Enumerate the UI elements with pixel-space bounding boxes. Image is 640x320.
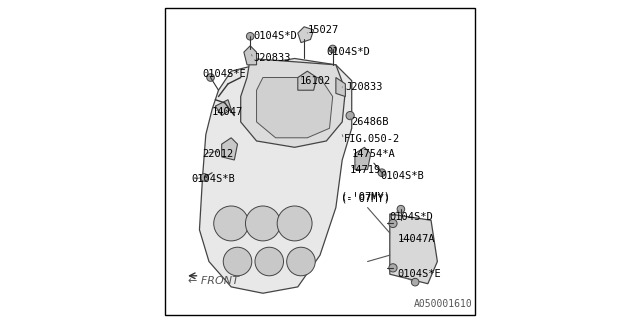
Circle shape: [277, 206, 312, 241]
Text: 0104S*B: 0104S*B: [191, 174, 236, 184]
Text: ← FRONT: ← FRONT: [188, 276, 239, 285]
Polygon shape: [298, 27, 314, 43]
Circle shape: [389, 264, 397, 272]
Text: J20833: J20833: [346, 82, 383, 92]
Polygon shape: [298, 71, 317, 90]
Circle shape: [346, 111, 355, 120]
Text: A050001610: A050001610: [413, 299, 472, 309]
Polygon shape: [215, 100, 231, 116]
Circle shape: [397, 205, 404, 213]
Text: 0104S*E: 0104S*E: [397, 269, 442, 279]
Circle shape: [287, 247, 316, 276]
Text: (-'07MY): (-'07MY): [340, 191, 390, 202]
Polygon shape: [355, 147, 371, 170]
Text: 14047: 14047: [212, 108, 243, 117]
Text: 0104S*B: 0104S*B: [380, 171, 424, 181]
Polygon shape: [221, 138, 237, 160]
Polygon shape: [257, 77, 333, 138]
Text: 0104S*E: 0104S*E: [203, 69, 246, 79]
Text: 14719: 14719: [350, 164, 381, 174]
Polygon shape: [336, 77, 346, 97]
Text: 0104S*D: 0104S*D: [253, 31, 297, 41]
Text: 0104S*D: 0104S*D: [326, 47, 370, 57]
Polygon shape: [241, 59, 346, 147]
Circle shape: [246, 206, 280, 241]
Polygon shape: [390, 214, 437, 284]
Circle shape: [329, 45, 337, 53]
Polygon shape: [200, 59, 352, 293]
Circle shape: [214, 206, 248, 241]
Circle shape: [412, 278, 419, 286]
Text: 16102: 16102: [300, 76, 331, 86]
Text: (-'07MY): (-'07MY): [340, 193, 390, 203]
Text: 0104S*D: 0104S*D: [390, 212, 433, 222]
Circle shape: [255, 247, 284, 276]
Circle shape: [389, 219, 397, 228]
Circle shape: [207, 74, 214, 81]
Text: 15027: 15027: [307, 25, 339, 35]
Text: 14754*A: 14754*A: [352, 149, 396, 159]
Circle shape: [200, 174, 208, 181]
Circle shape: [246, 32, 254, 40]
Circle shape: [223, 247, 252, 276]
Text: J20833: J20833: [253, 53, 291, 63]
Circle shape: [378, 169, 386, 177]
Text: 26486B: 26486B: [352, 117, 389, 127]
Polygon shape: [244, 46, 257, 65]
Text: FIG.050-2: FIG.050-2: [344, 134, 400, 144]
Text: 14047A: 14047A: [397, 234, 435, 244]
Text: 22012: 22012: [203, 149, 234, 159]
